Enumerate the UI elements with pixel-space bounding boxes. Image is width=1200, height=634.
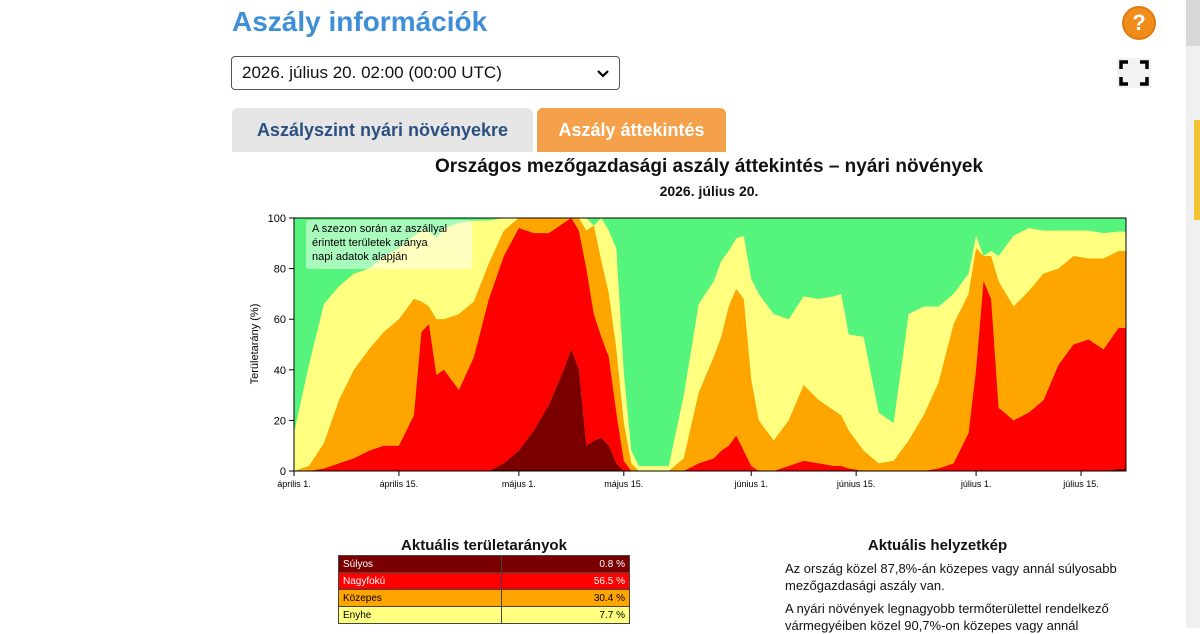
y-tick-label: 40 bbox=[274, 365, 286, 377]
table-cell-label: Enyhe bbox=[337, 606, 503, 624]
y-tick-label: 0 bbox=[280, 466, 286, 478]
left-gutter bbox=[0, 0, 222, 628]
table-cell-value: 30.4 % bbox=[501, 589, 630, 607]
status-text: Az ország közel 87,8%-án közepes vagy an… bbox=[785, 561, 1117, 593]
table-cell-label: Nagyfokú bbox=[337, 572, 503, 590]
tab-summer-crops[interactable]: Aszályszint nyári növényekre bbox=[232, 108, 533, 152]
chart-title: Országos mezőgazdasági aszály áttekintés… bbox=[434, 156, 984, 177]
y-tick-label: 60 bbox=[274, 314, 286, 326]
chart-annotation-box bbox=[306, 220, 472, 269]
chart-subtitle: 2026. július 20. bbox=[659, 183, 759, 199]
area-table-title: Aktuális területarányok bbox=[401, 537, 567, 554]
chart-annotation-line: érintett területek aránya bbox=[312, 237, 428, 249]
y-tick-label: 80 bbox=[274, 264, 286, 276]
table-row: Közepes 30.4 % bbox=[337, 589, 630, 607]
status-text: A nyári növények legnagyobb termőterület… bbox=[785, 601, 1109, 633]
x-tick-label: július 1. bbox=[960, 479, 992, 489]
date-select[interactable]: 2026. július 20. 02:00 (00:00 UTC) bbox=[231, 56, 620, 90]
page-title: Aszály információk bbox=[232, 6, 488, 37]
area-series-moderate bbox=[294, 218, 1126, 471]
x-tick-label: április 15. bbox=[380, 479, 419, 489]
status-title: Aktuális helyzetkép bbox=[867, 537, 1008, 554]
table-cell-label: Közepes bbox=[337, 589, 503, 607]
table-cell-value: 56.5 % bbox=[501, 572, 630, 590]
table-row: Enyhe 7.7 % bbox=[337, 606, 630, 624]
x-tick-label: május 15. bbox=[604, 479, 643, 489]
x-tick-label: április 1. bbox=[277, 479, 311, 489]
chart-annotation-line: napi adatok alapján bbox=[312, 251, 407, 263]
page-scrollbar[interactable] bbox=[1186, 0, 1200, 628]
fullscreen-button[interactable] bbox=[1117, 58, 1151, 88]
x-tick-label: június 1. bbox=[733, 479, 768, 489]
y-tick-label: 100 bbox=[268, 213, 286, 225]
table-cell-label: Súlyos bbox=[337, 555, 503, 573]
area-series-mild bbox=[294, 218, 1126, 471]
tab-drought-overview[interactable]: Aszály áttekintés bbox=[537, 108, 726, 152]
table-cell-value: 7.7 % bbox=[501, 606, 630, 624]
area-series-strong bbox=[294, 218, 1126, 471]
chart-annotation-line: A szezon során az aszállyal bbox=[312, 223, 447, 235]
drought-area-chart: 0 20 40 60 80 100 április 1. április 15. május 1… bbox=[249, 213, 1127, 489]
x-tick-label: július 15. bbox=[1062, 479, 1099, 489]
chevron-down-icon bbox=[597, 70, 609, 78]
chart-y-axis-label: Területarány (%) bbox=[249, 304, 261, 385]
table-row: Súlyos 0.8 % bbox=[337, 555, 630, 573]
table-cell-value: 0.8 % bbox=[501, 555, 630, 573]
date-select-value: 2026. július 20. 02:00 (00:00 UTC) bbox=[242, 63, 502, 82]
table-row: Nagyfokú 56.5 % bbox=[337, 572, 630, 590]
help-button[interactable]: ? bbox=[1122, 6, 1156, 40]
y-tick-label: 20 bbox=[274, 415, 286, 427]
x-tick-label: június 15. bbox=[836, 479, 876, 489]
x-tick-label: május 1. bbox=[502, 479, 536, 489]
fullscreen-icon bbox=[1119, 60, 1149, 86]
area-table: Súlyos 0.8 % Nagyfokú 56.5 % Közepes 30.4 % En… bbox=[337, 555, 630, 624]
